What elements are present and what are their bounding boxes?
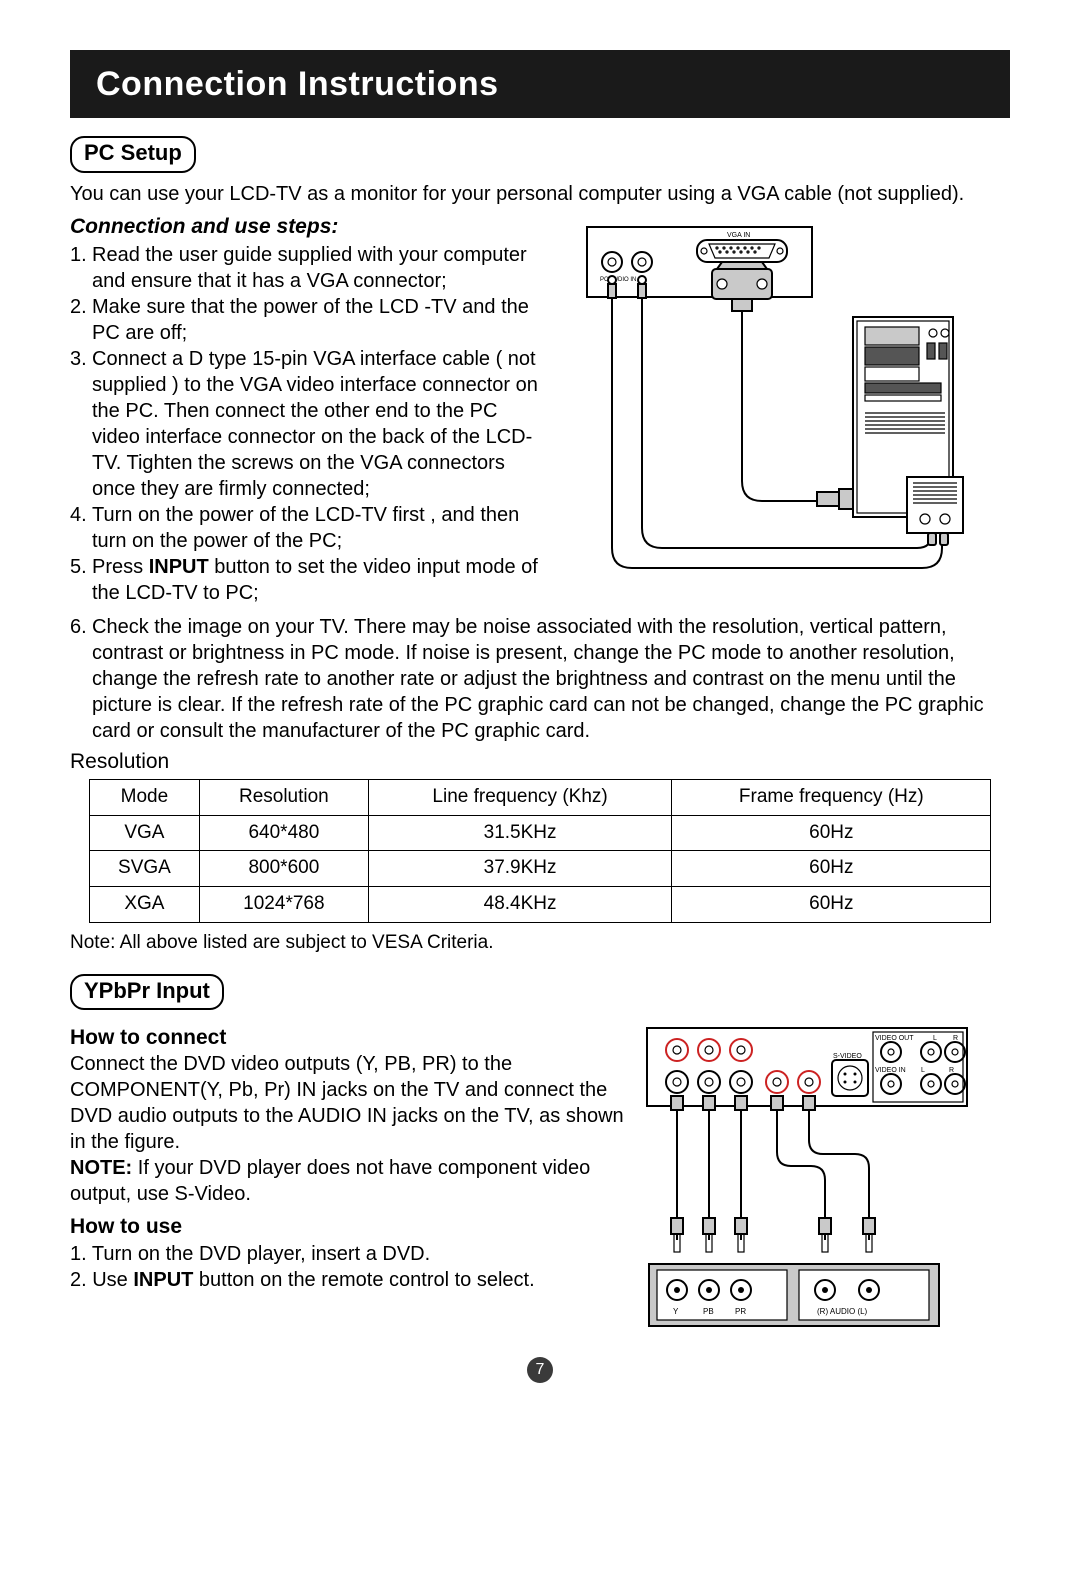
pc-setup-intro: You can use your LCD-TV as a monitor for… xyxy=(70,181,1010,207)
svg-text:L: L xyxy=(921,1067,925,1074)
svg-text:S-VIDEO: S-VIDEO xyxy=(833,1053,862,1060)
step-text: Make sure that the power of the LCD -TV … xyxy=(92,294,545,346)
step-text: Turn on the power of the LCD-TV first , … xyxy=(92,502,545,554)
how-use-1: 1. Turn on the DVD player, insert a DVD. xyxy=(70,1241,625,1267)
svg-text:Y: Y xyxy=(673,1307,679,1316)
page-title: Connection Instructions xyxy=(70,50,1010,118)
vesa-note: Note: All above listed are subject to VE… xyxy=(70,931,1010,956)
step-num: 3. xyxy=(70,346,92,502)
step-num: 5. xyxy=(70,554,92,606)
step-num: 6. xyxy=(70,614,92,744)
how-use-heading: How to use xyxy=(70,1213,625,1240)
svg-text:PR: PR xyxy=(735,1307,746,1316)
pc-setup-label: PC Setup xyxy=(70,136,196,173)
svg-text:R: R xyxy=(953,1035,958,1042)
ypbpr-label: YPbPr Input xyxy=(70,974,224,1011)
resolution-table: Mode Resolution Line frequency (Khz) Fra… xyxy=(89,779,991,923)
pc-setup-diagram: PC AUDIO IN VGA IN xyxy=(557,207,967,607)
svg-text:PB: PB xyxy=(703,1307,714,1316)
step-text: Press INPUT button to set the video inpu… xyxy=(92,554,545,606)
svg-text:VIDEO OUT: VIDEO OUT xyxy=(875,1035,914,1042)
pc-audio-in-label: PC AUDIO IN xyxy=(600,277,636,283)
steps-heading: Connection and use steps: xyxy=(70,213,545,240)
svg-text:VIDEO IN: VIDEO IN xyxy=(875,1067,906,1074)
svg-text:R: R xyxy=(949,1067,954,1074)
step-num: 1. xyxy=(70,242,92,294)
how-connect-heading: How to connect xyxy=(70,1024,625,1051)
how-use-2: 2. Use INPUT button on the remote contro… xyxy=(70,1267,625,1293)
svg-text:(R) AUDIO (L): (R) AUDIO (L) xyxy=(817,1307,868,1316)
svg-text:L: L xyxy=(933,1035,937,1042)
ypbpr-diagram: S-VIDEO VIDEO OUT L R VIDEO IN L R xyxy=(637,1018,977,1338)
step-text: Read the user guide supplied with your c… xyxy=(92,242,545,294)
step-num: 2. xyxy=(70,294,92,346)
step-num: 4. xyxy=(70,502,92,554)
ypbpr-note: NOTE: If your DVD player does not have c… xyxy=(70,1155,625,1207)
step-text: Check the image on your TV. There may be… xyxy=(92,614,1010,744)
step-text: Connect a D type 15-pin VGA interface ca… xyxy=(92,346,545,502)
table-caption: Resolution xyxy=(70,748,1010,775)
page-number: 7 xyxy=(70,1355,1010,1383)
how-connect-body: Connect the DVD video outputs (Y, PB, PR… xyxy=(70,1051,625,1155)
vga-in-label: VGA IN xyxy=(727,232,750,239)
